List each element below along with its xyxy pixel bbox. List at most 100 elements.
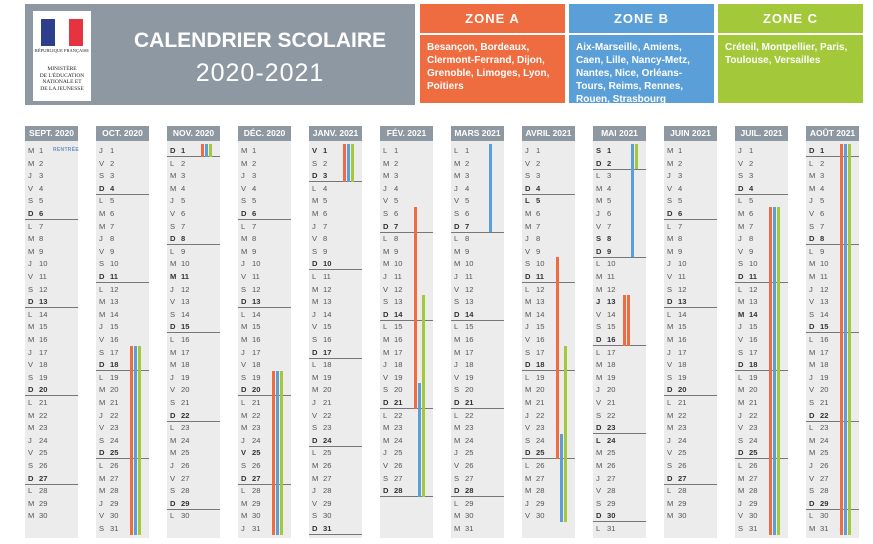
- day-number: 23: [39, 423, 48, 433]
- weekday-letter: M: [383, 347, 390, 357]
- day-row: M 30: [25, 509, 78, 522]
- weekday-letter: L: [28, 309, 33, 319]
- day-row: M 18: [167, 358, 220, 371]
- day-number: 2: [536, 158, 541, 168]
- day-row: V 25: [238, 446, 291, 459]
- weekday-letter: J: [667, 259, 671, 269]
- day-number: 14: [536, 309, 545, 319]
- weekday-letter: L: [28, 486, 33, 496]
- day-number: 8: [536, 234, 541, 244]
- weekday-letter: L: [28, 221, 33, 231]
- weekday-letter: S: [312, 511, 318, 521]
- weekday-letter: D: [596, 335, 602, 344]
- day-number: 28: [110, 486, 119, 496]
- day-row: S 14: [806, 308, 859, 321]
- weekday-letter: V: [99, 335, 105, 344]
- day-number: 12: [110, 284, 119, 294]
- day-number: 17: [607, 347, 616, 357]
- weekday-letter: D: [312, 259, 318, 269]
- day-number: 12: [181, 284, 190, 294]
- day-number: 6: [749, 209, 754, 218]
- day-number: 14: [820, 309, 829, 319]
- weekday-letter: J: [738, 146, 742, 155]
- day-row: D 20: [238, 383, 291, 397]
- day-number: 16: [536, 335, 545, 344]
- weekday-letter: J: [312, 309, 316, 319]
- day-number: 7: [607, 221, 612, 231]
- day-number: 20: [465, 385, 474, 395]
- day-number: 21: [820, 398, 829, 407]
- day-row: M 28: [735, 484, 788, 497]
- day-number: 18: [678, 360, 687, 370]
- weekday-letter: M: [170, 347, 177, 357]
- day-number: 23: [536, 423, 545, 433]
- weekday-letter: J: [312, 221, 316, 231]
- day-row: D 25: [96, 446, 149, 460]
- day-number: 11: [252, 272, 260, 281]
- weekday-letter: M: [312, 297, 319, 307]
- weekday-letter: S: [99, 171, 105, 181]
- weekday-letter: L: [809, 511, 814, 521]
- day-row: V 25: [664, 446, 717, 459]
- day-row: L 29: [451, 497, 504, 510]
- weekday-letter: V: [383, 196, 389, 206]
- day-number: 28: [181, 486, 190, 496]
- day-number: 4: [749, 183, 754, 193]
- day-row: J 25: [451, 446, 504, 459]
- day-number: 26: [749, 461, 758, 470]
- weekday-letter: L: [454, 234, 459, 244]
- holiday-bar-zone-a: [414, 207, 417, 409]
- day-row: V 14: [593, 308, 646, 321]
- day-row: V 23: [522, 421, 575, 434]
- day-number: 18: [110, 360, 119, 370]
- day-number: 4: [323, 183, 328, 193]
- day-row: L 23: [167, 421, 220, 434]
- weekday-letter: M: [312, 284, 319, 294]
- weekday-letter: J: [383, 272, 387, 281]
- day-row: M 24: [380, 434, 433, 447]
- zone-a-title: ZONE A: [420, 4, 565, 35]
- day-number: 29: [110, 498, 119, 508]
- weekday-letter: S: [170, 221, 176, 231]
- day-row: M 15: [238, 320, 291, 333]
- day-number: 14: [678, 309, 687, 319]
- day-row: L 26: [735, 459, 788, 472]
- day-number: 28: [678, 486, 687, 496]
- weekday-letter: J: [525, 322, 529, 332]
- day-number: 6: [820, 209, 825, 218]
- day-row: D 13: [664, 295, 717, 309]
- school-year: 2020-2021: [195, 59, 325, 87]
- weekday-letter: L: [241, 309, 246, 319]
- day-row: V 23: [735, 421, 788, 434]
- weekday-letter: L: [312, 272, 317, 281]
- weekday-letter: J: [738, 410, 742, 420]
- day-row: M 10: [806, 257, 859, 270]
- weekday-letter: L: [170, 246, 175, 256]
- weekday-letter: L: [809, 335, 814, 344]
- day-row: D 13: [238, 295, 291, 309]
- day-row: L 26: [96, 459, 149, 472]
- day-number: 31: [607, 524, 616, 533]
- day-number: 18: [536, 360, 545, 370]
- day-row: M 25: [167, 446, 220, 459]
- weekday-letter: V: [454, 284, 460, 294]
- day-number: 12: [678, 284, 687, 294]
- day-number: 30: [820, 511, 829, 521]
- weekday-letter: L: [809, 246, 814, 256]
- day-number: 10: [820, 259, 829, 269]
- day-number: 10: [110, 259, 119, 269]
- day-row: J 24: [25, 434, 78, 447]
- weekday-letter: M: [241, 158, 248, 168]
- day-number: 21: [323, 398, 332, 407]
- day-number: 31: [749, 524, 758, 533]
- day-row: S 19: [664, 371, 717, 384]
